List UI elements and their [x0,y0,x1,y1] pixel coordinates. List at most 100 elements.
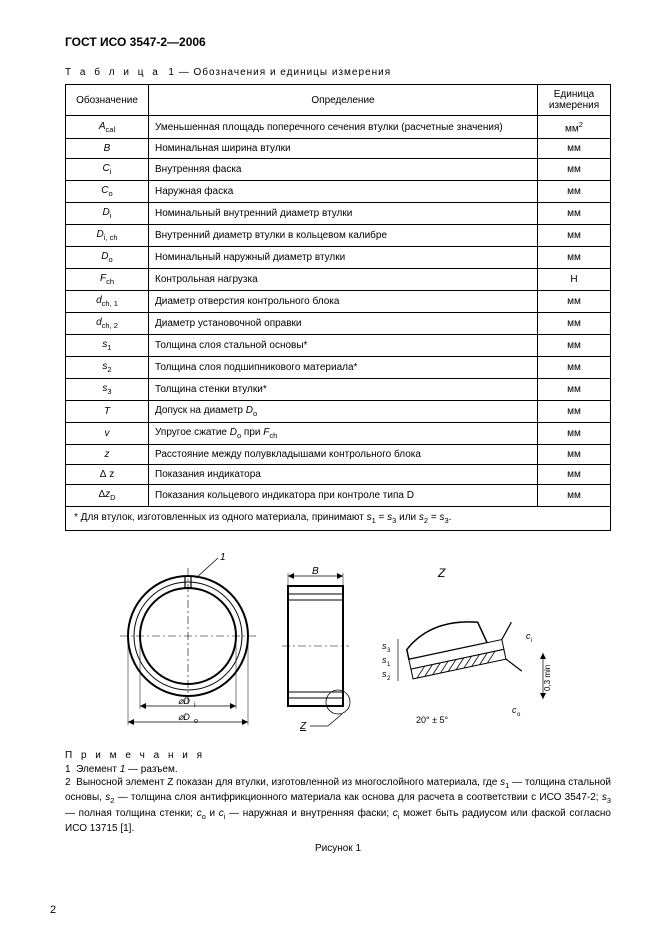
table-row: s3Толщина стенки втулки*мм [66,379,611,401]
cell-definition: Показания кольцевого индикатора при конт… [149,485,538,507]
cell-definition: Показания индикатора [149,465,538,485]
cell-definition: Толщина стенки втулки* [149,379,538,401]
svg-text:⌀D: ⌀D [178,696,190,706]
figure-1: 1 ⌀Di ⌀Do [65,541,611,741]
cell-unit: мм [538,159,611,181]
cell-definition: Диаметр установочной оправки [149,313,538,335]
cell-symbol: Co [66,181,149,203]
notes: П р и м е ч а н и я 1 Элемент 1 — разъем… [65,749,611,835]
table-caption-prefix: Т а б л и ц а [65,67,161,78]
cell-unit: мм2 [538,116,611,139]
cell-definition: Внутренний диаметр втулки в кольцевом ка… [149,225,538,247]
detail-z: Z [382,566,552,725]
cell-definition: Диаметр отверстия контрольного блока [149,291,538,313]
cell-unit: мм [538,313,611,335]
svg-text:2: 2 [387,676,391,682]
col-definition: Определение [149,85,538,116]
cell-symbol: Di [66,203,149,225]
table-row: s2Толщина слоя подшипникового материала*… [66,357,611,379]
cell-definition: Толщина слоя подшипникового материала* [149,357,538,379]
cell-unit: мм [538,465,611,485]
table-row: BНоминальная ширина втулкимм [66,139,611,159]
cell-unit: мм [538,401,611,423]
table-caption: Т а б л и ц а 1 — Обозначения и единицы … [65,67,611,78]
svg-text:3: 3 [387,648,391,654]
cell-symbol: s2 [66,357,149,379]
side-view: B Z [282,566,350,732]
svg-text:20° ± 5°: 20° ± 5° [416,715,449,725]
cell-unit: мм [538,357,611,379]
cell-definition: Допуск на диаметр Dо [149,401,538,423]
table-caption-rest: — Обозначения и единицы измерения [179,67,391,78]
definitions-table: Обозначение Определение Единица измерени… [65,84,611,531]
figure-svg: 1 ⌀Di ⌀Do [118,541,558,741]
cell-symbol: ΔzD [66,485,149,507]
table-row: DiНоминальный внутренний диаметр втулким… [66,203,611,225]
cell-definition: Расстояние между полувкладышами контроль… [149,445,538,465]
table-row: dch, 2Диаметр установочной оправкимм [66,313,611,335]
cell-symbol: Acal [66,116,149,139]
cell-definition: Номинальный внутренний диаметр втулки [149,203,538,225]
cell-unit: мм [538,181,611,203]
cell-symbol: dch, 1 [66,291,149,313]
table-row: FchКонтрольная нагрузкаН [66,269,611,291]
notes-header: П р и м е ч а н и я [65,749,611,763]
table-footnote: * Для втулок, изготовленных из одного ма… [66,507,611,531]
cell-symbol: T [66,401,149,423]
table-row: ΔzDПоказания кольцевого индикатора при к… [66,485,611,507]
col-unit: Единица измерения [538,85,611,116]
table-row: TДопуск на диаметр Dомм [66,401,611,423]
cell-definition: Номинальный наружный диаметр втулки [149,247,538,269]
document-header: ГОСТ ИСО 3547-2—2006 [65,35,611,49]
table-row: Di, chВнутренний диаметр втулки в кольце… [66,225,611,247]
svg-text:i: i [194,702,196,709]
cell-definition: Толщина слоя стальной основы* [149,335,538,357]
table-row: dch, 1Диаметр отверстия контрольного бло… [66,291,611,313]
cell-unit: мм [538,247,611,269]
cell-symbol: v [66,423,149,445]
table-row: zРасстояние между полувкладышами контрол… [66,445,611,465]
cell-unit: мм [538,423,611,445]
cell-definition: Номинальная ширина втулки [149,139,538,159]
cell-symbol: B [66,139,149,159]
svg-text:Z: Z [437,566,446,580]
cell-unit: мм [538,379,611,401]
cell-unit: мм [538,225,611,247]
cell-definition: Упругое сжатие Dо при Fch [149,423,538,445]
svg-text:o: o [517,712,521,718]
cell-unit: мм [538,445,611,465]
svg-text:1: 1 [387,662,391,668]
table-row: CoНаружная фаскамм [66,181,611,203]
cell-symbol: dch, 2 [66,313,149,335]
cell-unit: мм [538,485,611,507]
table-row: DoНоминальный наружный диаметр втулкимм [66,247,611,269]
cell-definition: Уменьшенная площадь поперечного сечения … [149,116,538,139]
cell-symbol: Ci [66,159,149,181]
cell-unit: мм [538,291,611,313]
cell-unit: мм [538,203,611,225]
svg-text:o: o [194,718,198,725]
cell-symbol: Δ z [66,465,149,485]
cell-unit: мм [538,335,611,357]
svg-text:i: i [531,638,532,644]
table-row: vУпругое сжатие Dо при Fchмм [66,423,611,445]
svg-text:1: 1 [220,552,226,563]
cell-symbol: z [66,445,149,465]
front-view: 1 ⌀Di ⌀Do [120,552,256,725]
svg-text:Z: Z [299,721,307,732]
table-row: CiВнутренняя фаскамм [66,159,611,181]
cell-unit: мм [538,139,611,159]
cell-unit: Н [538,269,611,291]
note-2: 2 Выносной элемент Z показан для втулки,… [65,776,611,835]
table-row: Δ zПоказания индикаторамм [66,465,611,485]
svg-text:0,3 min: 0,3 min [543,665,552,691]
table-caption-num: 1 [168,67,175,78]
figure-caption: Рисунок 1 [65,843,611,854]
cell-symbol: Di, ch [66,225,149,247]
page-number: 2 [50,904,56,916]
cell-definition: Контрольная нагрузка [149,269,538,291]
table-row: AcalУменьшенная площадь поперечного сече… [66,116,611,139]
svg-text:B: B [312,566,319,577]
table-row: s1Толщина слоя стальной основы*мм [66,335,611,357]
cell-definition: Внутренняя фаска [149,159,538,181]
